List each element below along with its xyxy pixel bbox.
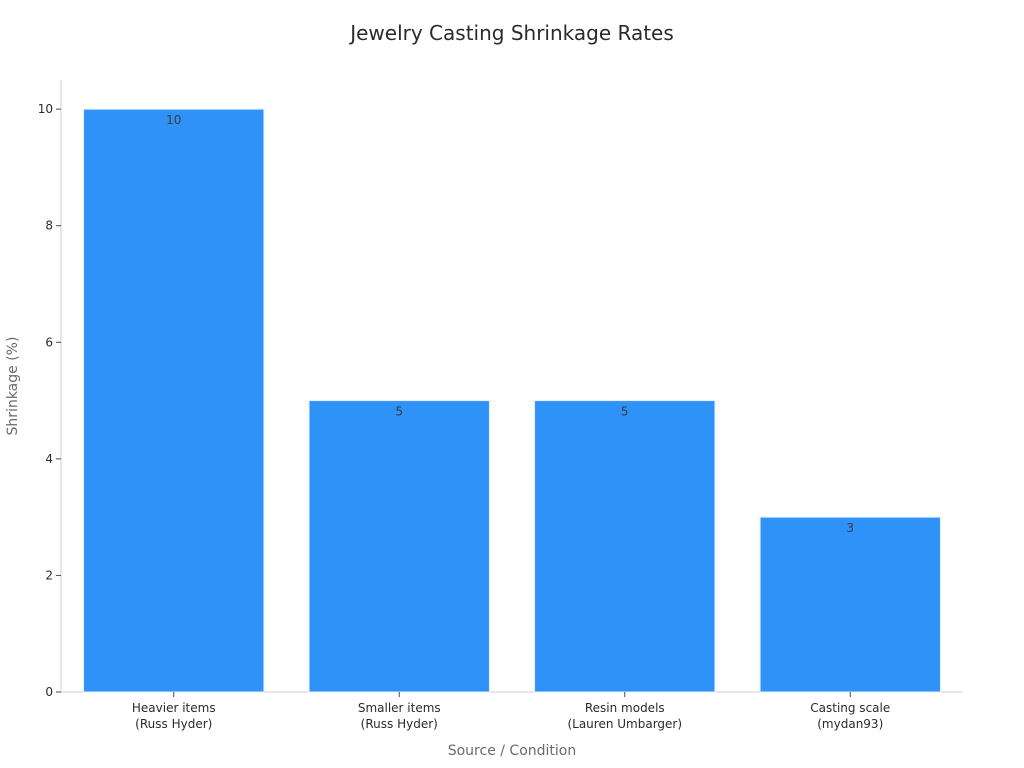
plot-area: 0 2 4 6 8 10 10 Heavier items (Russ Hyder) 5 Small… (38, 80, 963, 731)
bar-value-label: 5 (395, 405, 403, 419)
x-tick-label: Smaller items (358, 701, 441, 715)
y-axis-label: Shrinkage (%) (5, 337, 21, 436)
bar (759, 516, 941, 693)
bar-value-label: 3 (846, 521, 854, 535)
y-tick-label: 6 (45, 335, 53, 349)
bar-value-label: 5 (621, 405, 629, 419)
chart-title: Jewelry Casting Shrinkage Rates (348, 21, 674, 45)
x-tick-label: Resin models (585, 701, 665, 715)
x-tick-label: (Russ Hyder) (135, 717, 212, 731)
bar (308, 400, 490, 693)
x-axis-label: Source / Condition (448, 743, 577, 759)
bar (83, 108, 265, 693)
y-tick-label: 0 (45, 685, 53, 699)
y-tick-label: 4 (45, 452, 53, 466)
y-tick-label: 2 (45, 568, 53, 582)
x-tick-label: (Lauren Umbarger) (567, 717, 682, 731)
bar (534, 400, 716, 693)
x-tick-label: Casting scale (810, 701, 890, 715)
x-tick-label: (mydan93) (817, 717, 883, 731)
x-tick-label: Heavier items (132, 701, 216, 715)
y-tick-label: 8 (45, 219, 53, 233)
y-tick-label: 10 (38, 102, 53, 116)
bar-value-label: 10 (166, 113, 181, 127)
x-tick-label: (Russ Hyder) (361, 717, 438, 731)
